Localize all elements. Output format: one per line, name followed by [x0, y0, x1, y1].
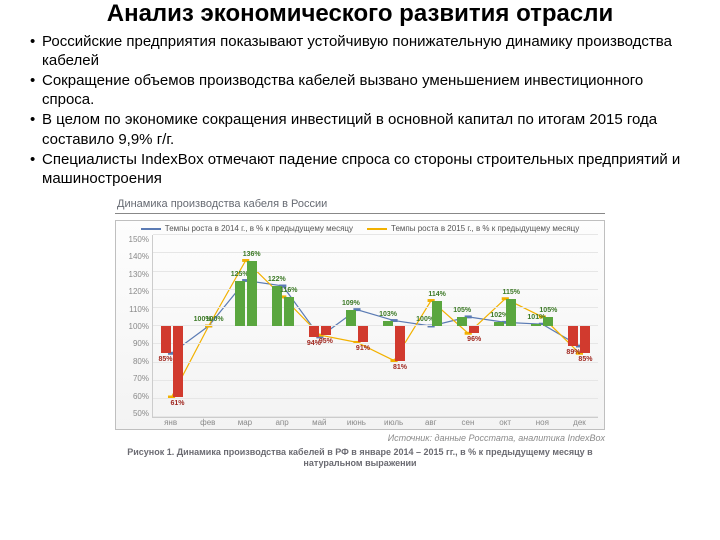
legend-item: Темпы роста в 2014 г., в % к предыдущему…: [141, 224, 353, 233]
month-col: 101%105%: [524, 235, 561, 417]
month-col: 122%116%: [264, 235, 301, 417]
month-col: 94%95%: [301, 235, 338, 417]
x-axis: янвфевмарапрмайиюньиюльавгсеноктноядек: [122, 418, 598, 427]
y-axis: 150%140%130%120%110%100%90%80%70%60%50%: [122, 235, 152, 418]
chart-source: Источник: данные Росстата, аналитика Ind…: [115, 433, 605, 443]
figure: Динамика производства кабеля в России Те…: [24, 196, 696, 470]
month-col: 105%96%: [450, 235, 487, 417]
slide: Анализ экономического развития отрасли Р…: [0, 0, 720, 540]
plot: 150%140%130%120%110%100%90%80%70%60%50% …: [122, 235, 598, 418]
month-col: 89%85%: [561, 235, 598, 417]
month-col: 125%136%: [227, 235, 264, 417]
month-col: 100%114%: [413, 235, 450, 417]
chart-caption: Рисунок 1. Динамика производства кабелей…: [115, 447, 605, 470]
bullet-list: Российские предприятия показывают устойч…: [24, 32, 696, 189]
month-col: 109%91%: [338, 235, 375, 417]
month-col: 102%115%: [487, 235, 524, 417]
legend: Темпы роста в 2014 г., в % к предыдущему…: [122, 224, 598, 233]
bullet-item: Сокращение объемов производства кабелей …: [34, 71, 696, 109]
chart-box: Темпы роста в 2014 г., в % к предыдущему…: [115, 220, 605, 430]
page-title: Анализ экономического развития отрасли: [24, 0, 696, 28]
month-col: 85%61%: [153, 235, 190, 417]
legend-item: Темпы роста в 2015 г., в % к предыдущему…: [367, 224, 579, 233]
plot-area: 85%61%100%100%125%136%122%116%94%95%109%…: [152, 235, 598, 418]
chart-title: Динамика производства кабеля в России: [115, 196, 605, 214]
month-col: 100%100%: [190, 235, 227, 417]
month-col: 103%81%: [376, 235, 413, 417]
bullet-item: В целом по экономике сокращения инвестиц…: [34, 110, 696, 148]
bullet-item: Специалисты IndexBox отмечают падение сп…: [34, 150, 696, 188]
bullet-item: Российские предприятия показывают устойч…: [34, 32, 696, 70]
